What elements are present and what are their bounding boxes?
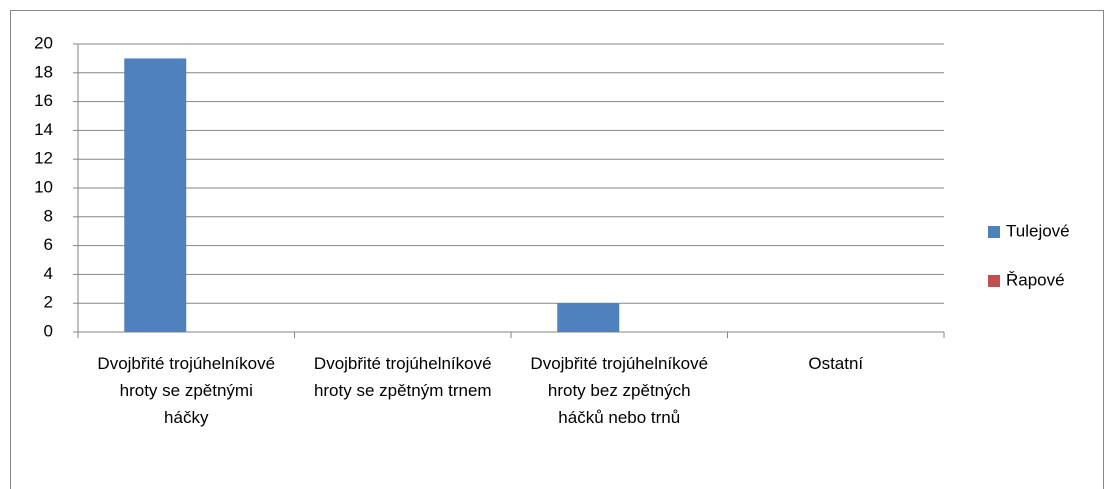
y-tick-label: 12 [34, 149, 53, 168]
y-tick-label: 18 [34, 62, 53, 81]
x-tick-label: Dvojbřité trojúhelníkové hroty bez zpětn… [530, 354, 709, 427]
chart-border [10, 10, 1104, 489]
y-tick-label: 8 [44, 206, 53, 225]
x-tick-label: Ostatní [808, 354, 864, 373]
y-tick-label: 2 [44, 293, 53, 312]
legend-swatch [988, 275, 1000, 287]
y-tick-label: 16 [34, 91, 53, 110]
bar [557, 303, 620, 332]
y-tick-label: 6 [44, 235, 53, 254]
y-tick-label: 20 [34, 33, 53, 52]
legend-swatch [988, 226, 1000, 238]
y-tick-label: 0 [44, 321, 53, 340]
y-tick-label: 14 [34, 120, 53, 139]
x-tick-label: Dvojbřité trojúhelníkové hroty se zpětný… [97, 354, 276, 427]
y-tick-label: 4 [44, 264, 53, 283]
x-tick-label: Dvojbřité trojúhelníkové hroty se zpětný… [313, 354, 492, 400]
legend-label: Tulejové [1006, 221, 1070, 240]
legend-label: Řapové [1006, 270, 1065, 289]
y-tick-label: 10 [34, 177, 53, 196]
bar [124, 58, 187, 333]
